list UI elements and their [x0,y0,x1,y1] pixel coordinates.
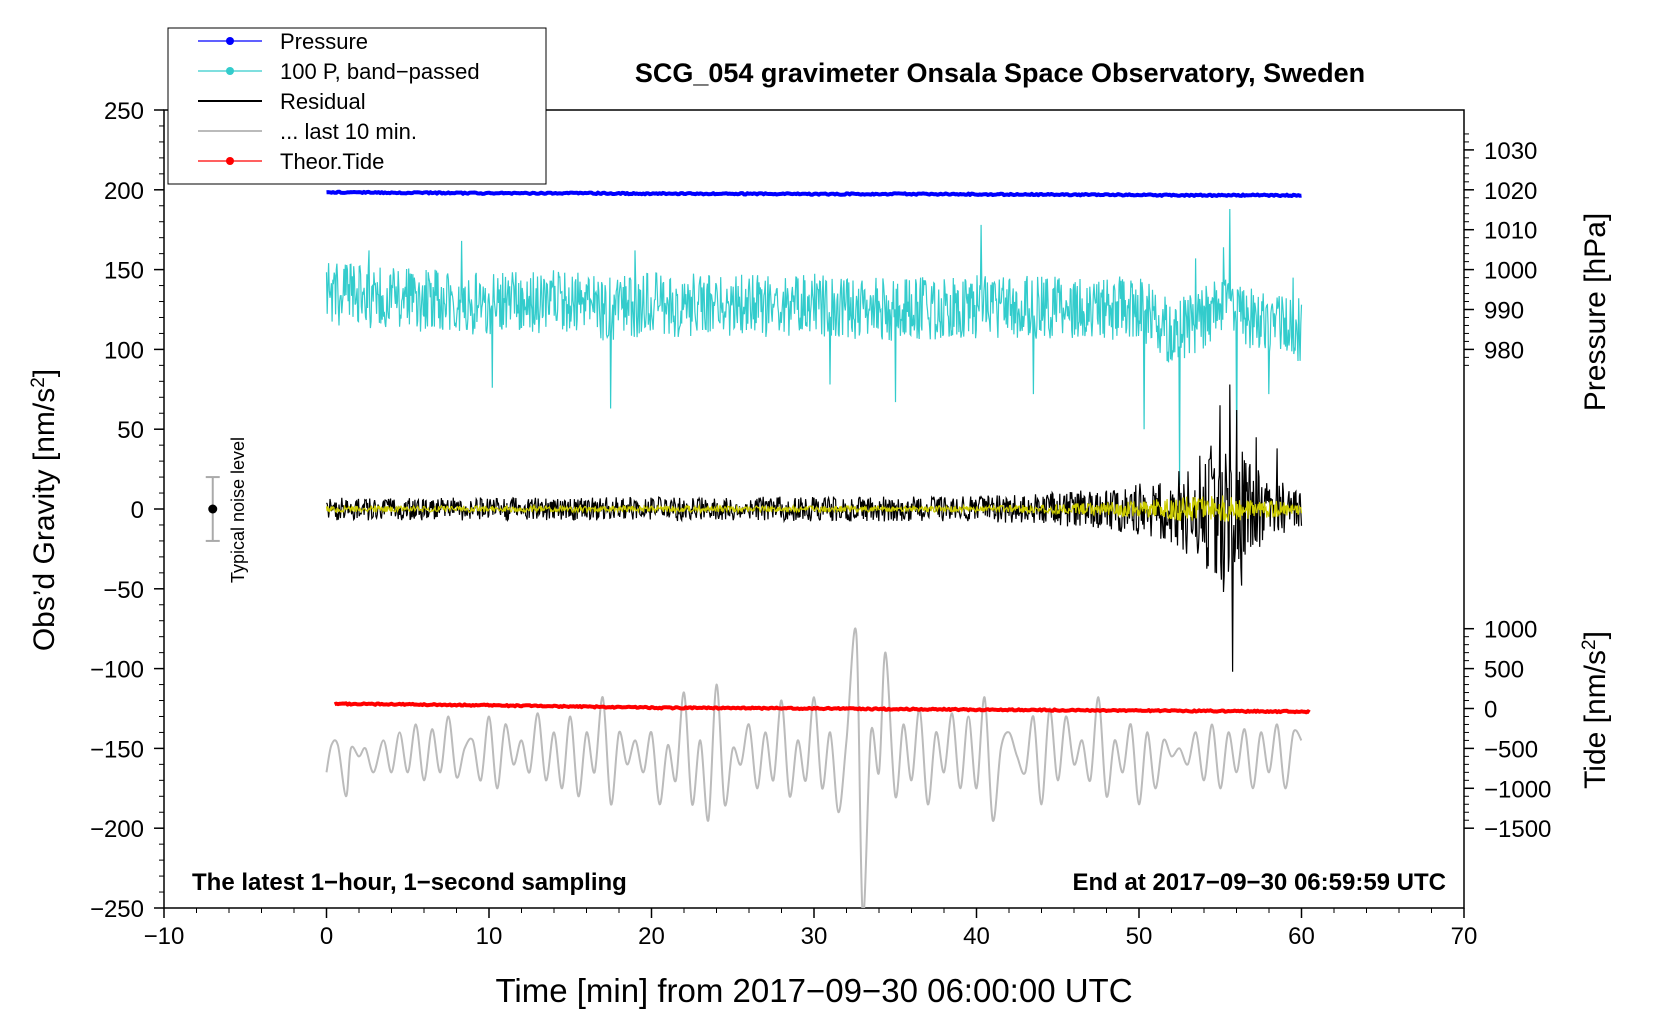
y-tick-label-tide: 500 [1484,657,1524,684]
y-axis-label-left-main: Obs’d Gravity [nm/s [28,388,61,651]
series-layer [325,189,1311,908]
chart-title: SCG_054 gravimeter Onsala Space Observat… [635,58,1365,88]
y-tick-label-pressure: 1010 [1484,218,1537,245]
x-tick-label: 70 [1451,923,1478,950]
legend-label: Pressure [280,29,368,54]
y-axis-label-left: Obs’d Gravity [nm/s2] [28,369,62,651]
x-tick-label: 40 [963,923,990,950]
y-tick-label-left: −100 [90,657,144,684]
x-tick-label: 20 [638,923,665,950]
axes-ticks: −10 0 10 20 30 40 50 60 70250200150100500−50−100… [90,98,1551,950]
series-pressure [326,189,1302,198]
x-tick-label: 30 [801,923,828,950]
x-tick-label: −10 [144,923,185,950]
y-tick-label-left: 150 [104,258,144,285]
legend: Pressure 100 P, band−passed Residual ... la… [167,27,547,185]
y-tick-label-pressure: 1000 [1484,258,1537,285]
x-axis-label: Time [min] from 2017−09−30 06:00:00 UTC [495,972,1132,1009]
noise-level-indicator [205,476,220,542]
legend-label: Theor.Tide [280,149,384,174]
y-tick-label-left: −200 [90,816,144,843]
series-residual-filtered [325,495,1303,522]
y-tick-label-left: 250 [104,98,144,125]
y-tick-label-tide: 1000 [1484,617,1537,644]
x-tick-label: 60 [1288,923,1315,950]
y-axis-label-tide: Tide [nm/s2] [1579,631,1613,789]
legend-marker [226,37,234,45]
legend-marker [226,157,234,165]
y-tick-label-pressure: 1030 [1484,138,1537,165]
y-tick-label-tide: 0 [1484,697,1497,724]
y-axis-label-tide-main: Tide [nm/s [1579,650,1612,789]
y-tick-label-pressure: 980 [1484,337,1524,364]
noise-bar-dot [208,504,218,514]
y-tick-label-left: 200 [104,178,144,205]
y-tick-label-tide: −1000 [1484,776,1551,803]
legend-label: Residual [280,89,366,114]
y-axis-label-left-tail: ] [28,369,61,377]
y-tick-label-left: −150 [90,736,144,763]
x-tick-label: 0 [320,923,333,950]
series-residual [326,384,1303,672]
y-axis-label-left-sup: 2 [28,377,49,388]
y-tick-label-left: −50 [103,577,144,604]
y-tick-label-pressure: 990 [1484,298,1524,325]
y-tick-label-pressure: 1020 [1484,178,1537,205]
y-tick-label-tide: −1500 [1484,816,1551,843]
sampling-note: The latest 1−hour, 1−second sampling [192,869,627,896]
series-100-p-band-passed [325,208,1303,486]
y-tick-label-tide: −500 [1484,736,1538,763]
y-tick-label-left: −250 [90,896,144,923]
x-tick-label: 10 [476,923,503,950]
y-axis-label-tide-sup: 2 [1579,639,1600,650]
legend-label: ... last 10 min. [280,119,417,144]
legend-label: 100 P, band−passed [280,59,480,84]
y-tick-label-left: 100 [104,337,144,364]
y-axis-label-tide-tail: ] [1579,631,1612,639]
noise-level-label: Typical noise level [228,437,248,583]
y-tick-label-left: 50 [117,417,144,444]
legend-marker [226,67,234,75]
x-tick-label: 50 [1126,923,1153,950]
y-tick-label-left: 0 [131,497,144,524]
y-axis-label-pressure: Pressure [hPa] [1579,213,1612,411]
end-time-note: End at 2017−09−30 06:59:59 UTC [1072,869,1446,896]
series-theor-tide [333,701,1311,715]
series-last-10-min [325,627,1303,908]
